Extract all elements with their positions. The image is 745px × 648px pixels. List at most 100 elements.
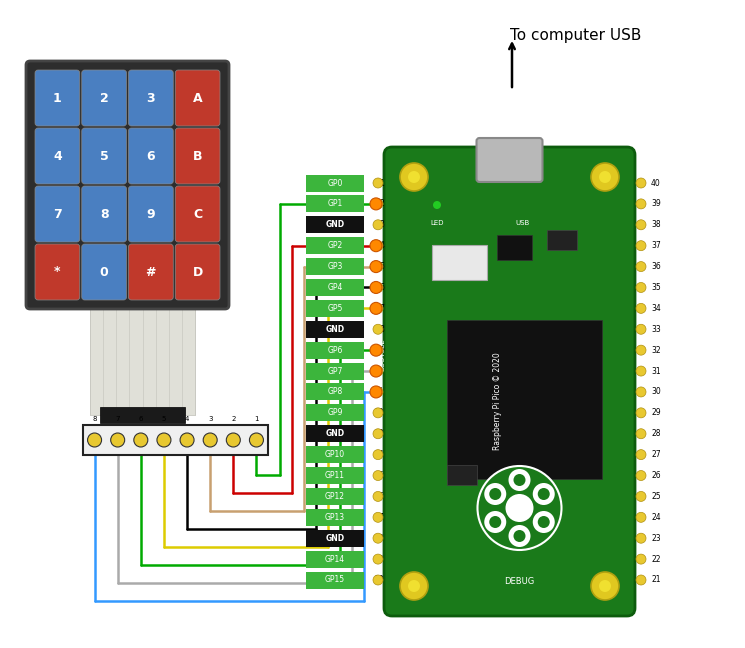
Circle shape [373,429,383,439]
Circle shape [489,488,501,500]
FancyBboxPatch shape [384,147,635,616]
Text: 29: 29 [651,408,661,417]
Text: 4: 4 [379,241,384,250]
Bar [306,467,364,484]
Circle shape [373,178,383,188]
Bar [432,245,487,280]
Text: GP11: GP11 [325,471,345,480]
Circle shape [636,324,646,334]
FancyBboxPatch shape [82,128,127,184]
Circle shape [433,201,441,209]
Circle shape [373,262,383,272]
Text: 17: 17 [375,513,384,522]
Text: 6: 6 [379,283,384,292]
Text: 27: 27 [651,450,661,459]
Text: 3: 3 [208,416,212,422]
Text: To computer USB: To computer USB [510,28,641,43]
Circle shape [370,386,382,398]
Circle shape [250,433,264,447]
Circle shape [373,450,383,459]
Circle shape [636,470,646,481]
Circle shape [538,488,550,500]
Text: 20: 20 [375,575,384,584]
Circle shape [203,433,218,447]
Circle shape [636,554,646,564]
FancyBboxPatch shape [175,70,220,126]
Text: GP2: GP2 [327,241,343,250]
Bar [306,341,364,358]
Text: D: D [192,266,203,279]
FancyBboxPatch shape [128,186,174,242]
Circle shape [484,511,507,533]
Circle shape [226,433,241,447]
FancyBboxPatch shape [35,128,80,184]
Bar [306,384,364,400]
Text: 2: 2 [100,91,109,104]
Text: 32: 32 [651,345,661,354]
FancyBboxPatch shape [82,70,127,126]
Circle shape [370,198,382,210]
FancyBboxPatch shape [26,61,229,309]
Circle shape [513,474,525,486]
Text: GP5: GP5 [327,304,343,313]
Circle shape [509,469,530,491]
FancyBboxPatch shape [35,244,80,300]
Text: B: B [193,150,203,163]
Circle shape [636,533,646,543]
Text: 26: 26 [651,471,661,480]
Circle shape [636,366,646,376]
Circle shape [373,366,383,376]
Text: GP1: GP1 [327,200,343,209]
Circle shape [373,554,383,564]
Text: GND: GND [326,325,344,334]
Circle shape [373,575,383,585]
Text: 5: 5 [379,262,384,271]
Bar [547,230,577,250]
Bar [306,174,364,192]
Bar [447,465,477,485]
Text: C: C [193,207,202,220]
Circle shape [636,513,646,522]
Bar [306,237,364,254]
Text: 19: 19 [375,555,384,564]
Text: 31: 31 [651,367,661,376]
Text: *: * [54,266,60,279]
Text: 34: 34 [651,304,661,313]
Circle shape [88,433,101,447]
Text: 5: 5 [162,416,166,422]
Circle shape [636,387,646,397]
Circle shape [636,199,646,209]
Circle shape [591,163,619,191]
Bar [306,425,364,442]
Text: 3: 3 [379,220,384,229]
Text: GP4: GP4 [327,283,343,292]
Text: 2: 2 [379,200,384,209]
Circle shape [400,163,428,191]
Text: GP15: GP15 [325,575,345,584]
Circle shape [180,433,194,447]
Circle shape [636,345,646,355]
Circle shape [636,240,646,251]
Bar [100,407,185,423]
Bar [306,362,364,380]
Circle shape [636,283,646,292]
Bar [306,529,364,547]
Text: GP8: GP8 [327,388,343,397]
Circle shape [533,511,555,533]
FancyBboxPatch shape [82,244,127,300]
Text: USB: USB [515,220,529,226]
Bar [447,320,602,479]
Text: A: A [193,91,203,104]
FancyBboxPatch shape [477,138,542,182]
Bar [306,488,364,505]
Circle shape [134,433,148,447]
Text: 6: 6 [147,150,155,163]
Text: 22: 22 [651,555,661,564]
Text: 23: 23 [651,534,661,543]
Bar [497,235,532,260]
Text: 37: 37 [651,241,661,250]
Circle shape [408,580,420,592]
Circle shape [370,303,382,314]
FancyBboxPatch shape [35,186,80,242]
Text: GP0: GP0 [327,178,343,187]
